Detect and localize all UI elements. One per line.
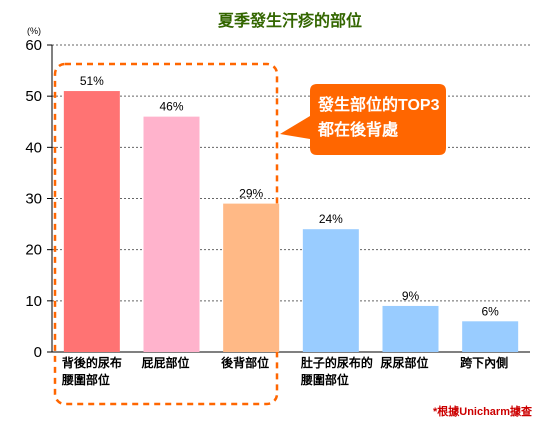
gridlines — [52, 44, 530, 302]
y-tick-label-6: 60 — [25, 37, 42, 54]
category-label-2: 屁屁部位 — [142, 355, 190, 370]
bar-1 — [63, 91, 120, 353]
bar-6 — [462, 321, 519, 352]
value-label-3: 29% — [239, 187, 263, 201]
value-label-6: 6% — [481, 304, 499, 318]
y-tick-label-5: 50 — [25, 88, 42, 105]
source-note: *根據Unicharm據查 — [433, 404, 532, 418]
bar-2 — [143, 116, 200, 352]
callout-bubble — [280, 84, 446, 155]
axes: 0 10 20 30 40 50 60 — [25, 37, 530, 361]
callout: 發生部位的TOP3 都在後背處 — [280, 84, 446, 155]
category-label-5: 尿尿部位 — [381, 355, 429, 370]
category-label-3: 後背部位 — [221, 355, 269, 370]
y-tick-label-2: 20 — [25, 242, 42, 259]
chart-title: 夏季發生汗疹的部位 — [217, 11, 362, 30]
category-label-4: 腰圍部位 — [300, 372, 349, 387]
y-tick-label-4: 40 — [25, 139, 42, 156]
bar-5 — [382, 305, 439, 352]
bars — [63, 91, 519, 353]
y-tick-label-1: 10 — [25, 293, 42, 310]
callout-text: 都在後背處 — [317, 120, 399, 139]
y-tick-label-3: 30 — [25, 191, 42, 208]
y-tick-label-0: 0 — [34, 344, 42, 361]
bar-3 — [223, 203, 280, 352]
value-label-1: 51% — [80, 74, 104, 88]
value-label-2: 46% — [159, 100, 183, 114]
y-unit-label: (%) — [27, 26, 41, 36]
category-label-1: 背後的尿布 — [62, 355, 122, 370]
value-labels: 51% 46% 29% 24% 9% 6% — [80, 74, 499, 318]
category-label-4: 肚子的尿布的 — [301, 355, 373, 370]
category-label-1: 腰圍部位 — [61, 372, 110, 387]
value-label-4: 24% — [319, 212, 343, 226]
bar-4 — [302, 229, 359, 352]
value-label-5: 9% — [402, 289, 420, 303]
category-label-6: 跨下內側 — [460, 355, 508, 370]
callout-text: 發生部位的TOP3 — [317, 95, 440, 114]
